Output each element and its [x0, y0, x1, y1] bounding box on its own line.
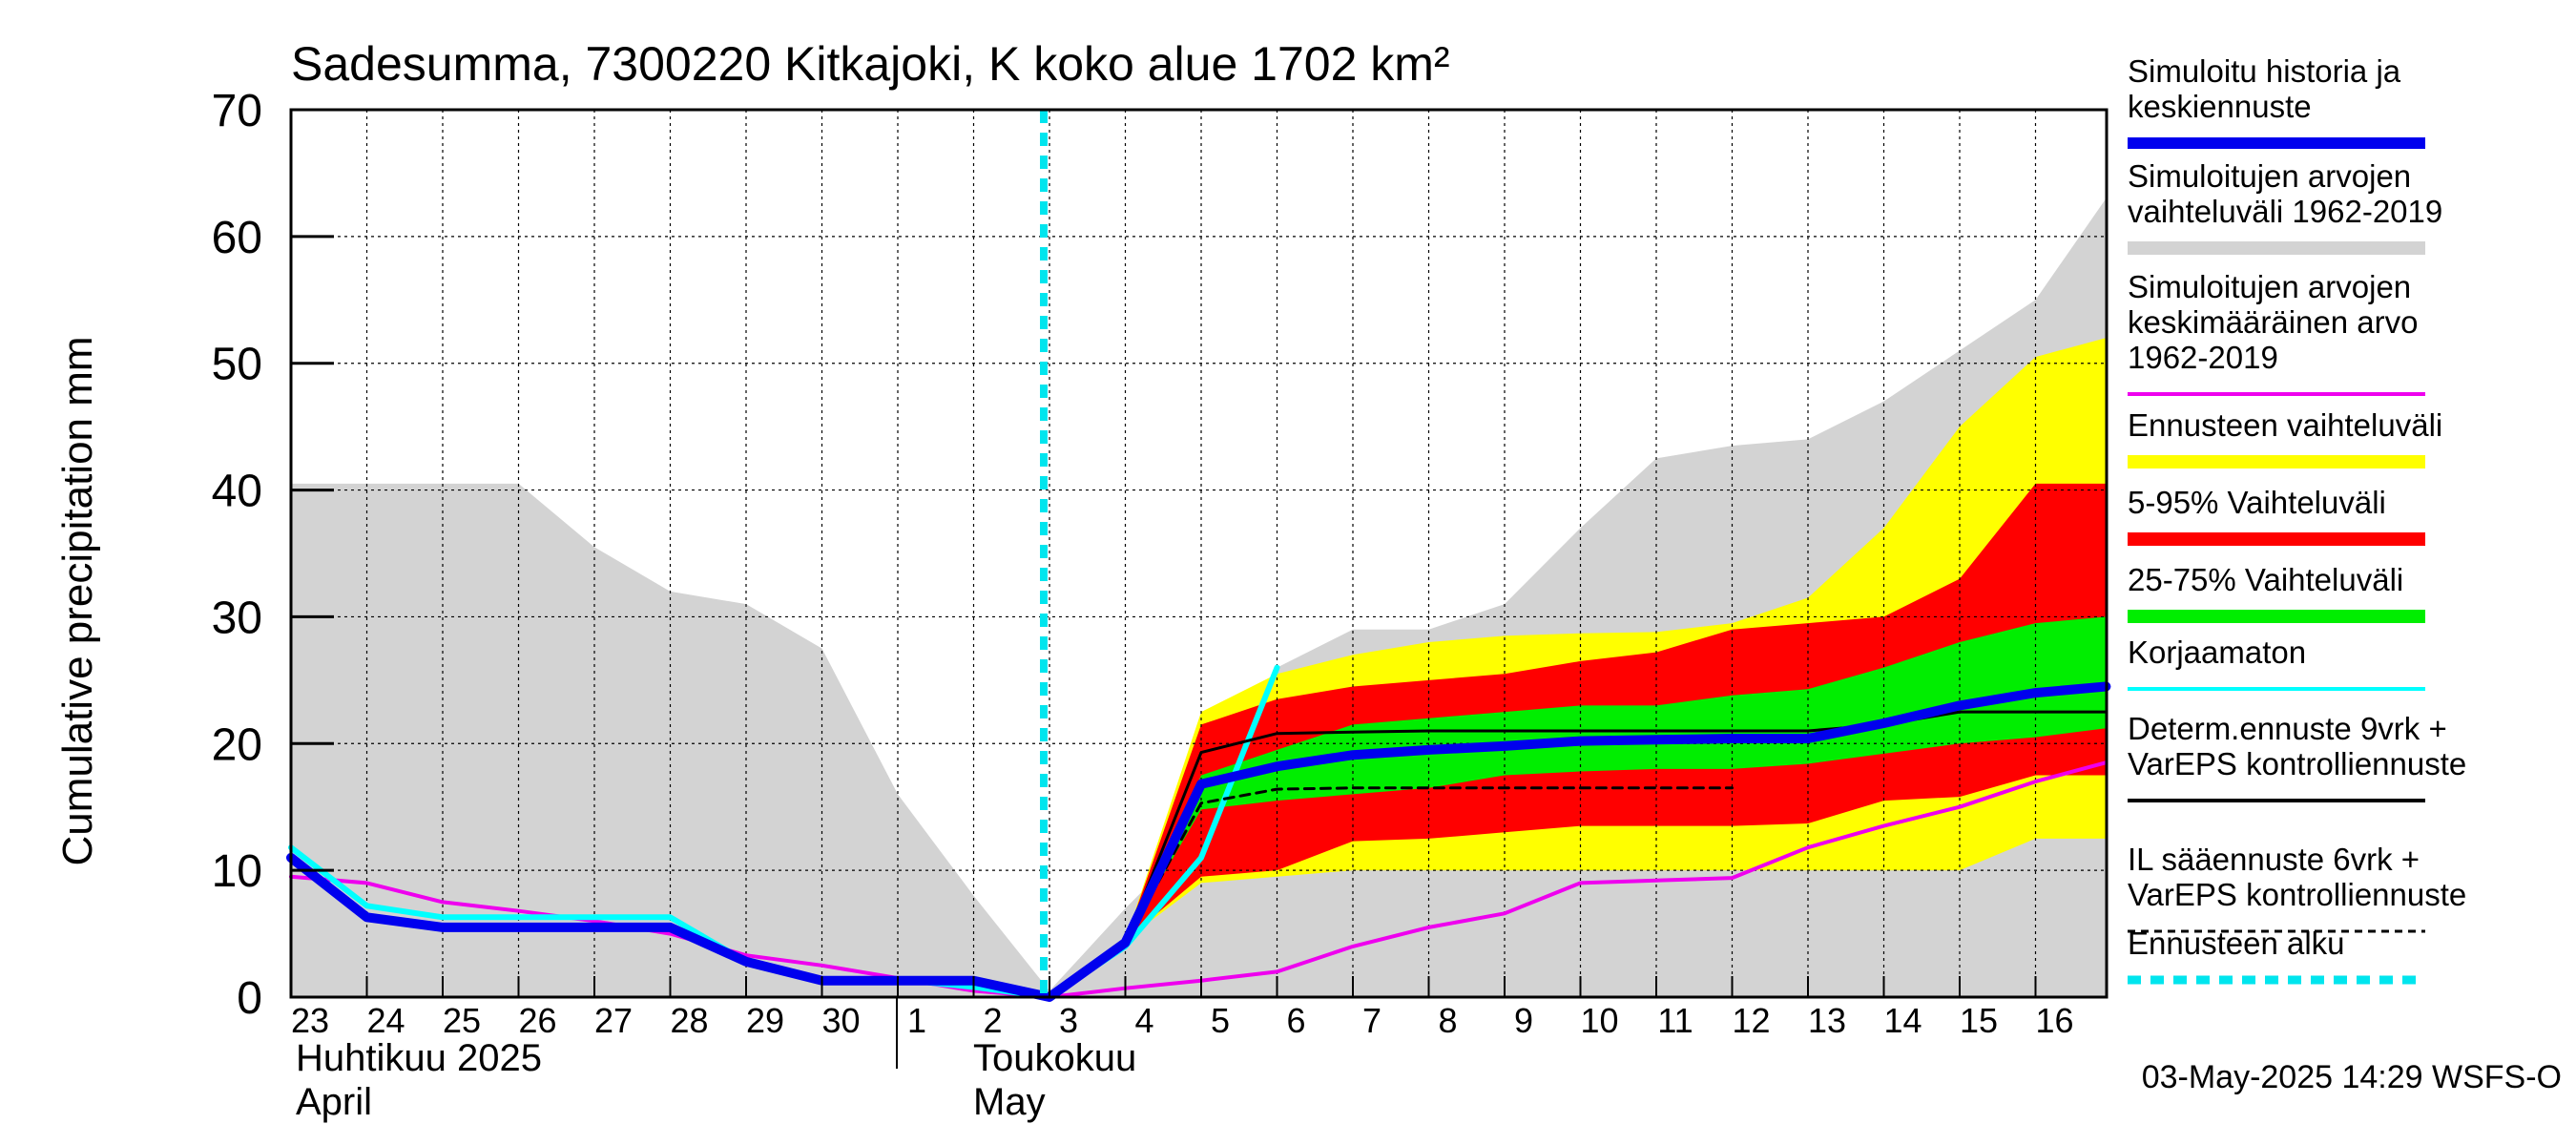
- y-tick-label: 0: [237, 973, 262, 1024]
- x-tick-label: 26: [518, 1001, 556, 1040]
- x-tick-label: 4: [1134, 1001, 1153, 1040]
- band-25-75: [1049, 616, 2107, 997]
- x-tick-label: 25: [443, 1001, 481, 1040]
- x-tick-label: 1: [907, 1001, 926, 1040]
- x-axis-ticks: 23 24 25 26 27 28 29 30 1 2 3 4 5 6 7 8 9 10 11 12 13 14 15 16: [290, 976, 2074, 1040]
- legend-label: IL sääennuste 6vrk +: [2128, 842, 2420, 877]
- x-tick-label: 23: [291, 1001, 329, 1040]
- x-tick-label: 15: [1960, 1001, 1998, 1040]
- legend-label: Ennusteen alku: [2128, 926, 2345, 961]
- line-simulated-history: [286, 681, 2111, 1002]
- grid-lines: [291, 110, 2107, 997]
- x-tick-label: 24: [366, 1001, 405, 1040]
- legend-label: Korjaamaton: [2128, 635, 2306, 670]
- x-tick-label: 9: [1514, 1001, 1533, 1040]
- legend-label: keskiennuste: [2128, 89, 2312, 124]
- x-tick-label: 29: [746, 1001, 784, 1040]
- forecast-bands: [291, 198, 2107, 998]
- legend-label: Simuloitujen arvojen: [2128, 269, 2411, 304]
- legend-label: Ennusteen vaihteluväli: [2128, 407, 2442, 443]
- x-tick-label: 2: [983, 1001, 1002, 1040]
- x-tick-label: 30: [821, 1001, 860, 1040]
- y-tick-label: 60: [212, 213, 262, 263]
- y-tick-label: 30: [212, 593, 262, 643]
- x-tick-label: 7: [1362, 1001, 1381, 1040]
- legend-label: VarEPS kontrolliennuste: [2128, 746, 2466, 781]
- x-tick-label: 27: [594, 1001, 633, 1040]
- x-tick-label: 28: [670, 1001, 708, 1040]
- timestamp: 03-May-2025 14:29 WSFS-O: [2142, 1059, 2562, 1095]
- legend-label: 25-75% Vaihteluväli: [2128, 562, 2403, 597]
- x-tick-label: 8: [1438, 1001, 1457, 1040]
- y-axis-label: Cumulative precipitation mm: [54, 336, 101, 865]
- x-tick-label: 12: [1732, 1001, 1770, 1040]
- x-tick-label: 16: [2035, 1001, 2073, 1040]
- month-label-april-fi: Huhtikuu 2025: [296, 1037, 542, 1079]
- y-tick-label: 40: [212, 467, 262, 517]
- legend-label: VarEPS kontrolliennuste: [2128, 877, 2466, 912]
- y-tick-label: 20: [212, 719, 262, 770]
- x-tick-label: 6: [1286, 1001, 1305, 1040]
- plot-frame: [289, 108, 2109, 999]
- legend-label: keskimääräinen arvo: [2128, 304, 2418, 340]
- y-tick-label: 70: [212, 86, 262, 136]
- legend-label: 1962-2019: [2128, 340, 2278, 375]
- month-label-may-en: May: [973, 1081, 1046, 1123]
- month-label-may-fi: Toukokuu: [973, 1037, 1136, 1079]
- legend-label: Determ.ennuste 9vrk +: [2128, 711, 2447, 746]
- x-tick-label: 14: [1883, 1001, 1922, 1040]
- x-tick-label: 3: [1059, 1001, 1078, 1040]
- x-tick-label: 10: [1580, 1001, 1618, 1040]
- x-tick-label: 5: [1211, 1001, 1230, 1040]
- y-tick-label: 50: [212, 340, 262, 390]
- legend-label: 5-95% Vaihteluväli: [2128, 485, 2386, 520]
- y-tick-label: 10: [212, 846, 262, 897]
- month-label-april-en: April: [296, 1081, 372, 1123]
- legend-label: Simuloitu historia ja: [2128, 53, 2401, 89]
- y-axis-ticks: 0 10 20 30 40 50 60 70: [212, 86, 334, 1024]
- legend-label: vaihteluväli 1962-2019: [2128, 194, 2442, 229]
- legend-label: Simuloitujen arvojen: [2128, 158, 2411, 194]
- x-tick-label: 13: [1808, 1001, 1846, 1040]
- chart-title: Sadesumma, 7300220 Kitkajoki, K koko alu…: [291, 37, 1450, 91]
- x-tick-label: 11: [1657, 1001, 1693, 1040]
